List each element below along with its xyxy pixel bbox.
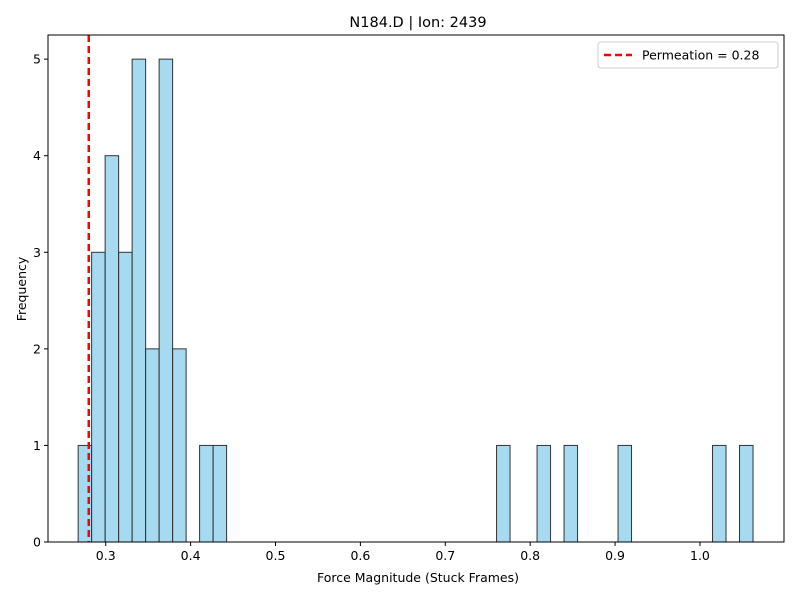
histogram-bar [496, 444, 511, 543]
histogram-bar [145, 348, 160, 543]
y-tick-label: 1 [33, 438, 41, 453]
histogram-bar [118, 251, 133, 543]
x-tick-label: 0.9 [605, 548, 625, 563]
bars-group [77, 58, 754, 543]
histogram-bar [158, 58, 174, 543]
histogram-bar [131, 58, 147, 543]
chart-title: N184.D | Ion: 2439 [349, 15, 486, 31]
y-axis-label: Frequency [14, 256, 29, 321]
histogram-bar [712, 444, 727, 543]
x-axis: 0.3 0.4 0.5 0.6 0.7 0.8 0.9 1.0 [96, 542, 710, 563]
y-tick-label: 0 [33, 535, 41, 550]
x-axis-label: Force Magnitude (Stuck Frames) [317, 570, 519, 585]
y-axis: 0 1 2 3 4 5 [33, 52, 48, 550]
x-tick-label: 0.6 [350, 548, 370, 563]
legend-label: Permeation = 0.28 [642, 48, 759, 63]
x-tick-label: 0.3 [96, 548, 116, 563]
y-tick-label: 2 [33, 341, 41, 356]
histogram-bar [104, 155, 120, 543]
y-tick-label: 5 [33, 52, 41, 67]
x-tick-label: 1.0 [690, 548, 710, 563]
histogram-bar [199, 444, 214, 543]
histogram-bar [172, 348, 187, 543]
y-tick-label: 3 [33, 245, 41, 260]
legend-box [597, 41, 779, 69]
x-tick-label: 0.5 [266, 548, 286, 563]
histogram-bar [739, 444, 754, 543]
x-tick-label: 0.4 [181, 548, 201, 563]
legend: Permeation = 0.28 [597, 41, 779, 69]
histogram-bar [91, 251, 106, 543]
histogram-bar [617, 444, 633, 543]
histogram-bar [563, 444, 579, 543]
histogram-bar [536, 444, 552, 543]
histogram-bar [212, 444, 228, 543]
y-tick-label: 4 [33, 148, 41, 163]
plot-frame [47, 34, 785, 543]
x-tick-label: 0.8 [520, 548, 540, 563]
x-tick-label: 0.7 [435, 548, 455, 563]
